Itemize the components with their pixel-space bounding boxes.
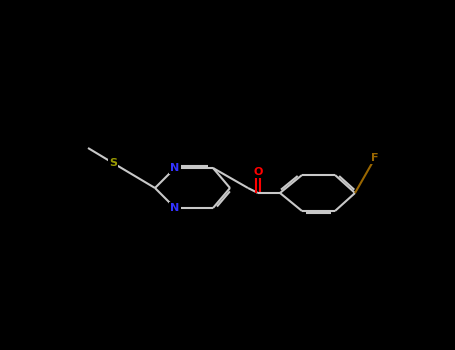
Text: F: F	[371, 153, 379, 163]
Text: N: N	[170, 203, 180, 213]
Text: N: N	[170, 163, 180, 173]
Text: S: S	[109, 158, 117, 168]
Text: O: O	[253, 167, 263, 177]
